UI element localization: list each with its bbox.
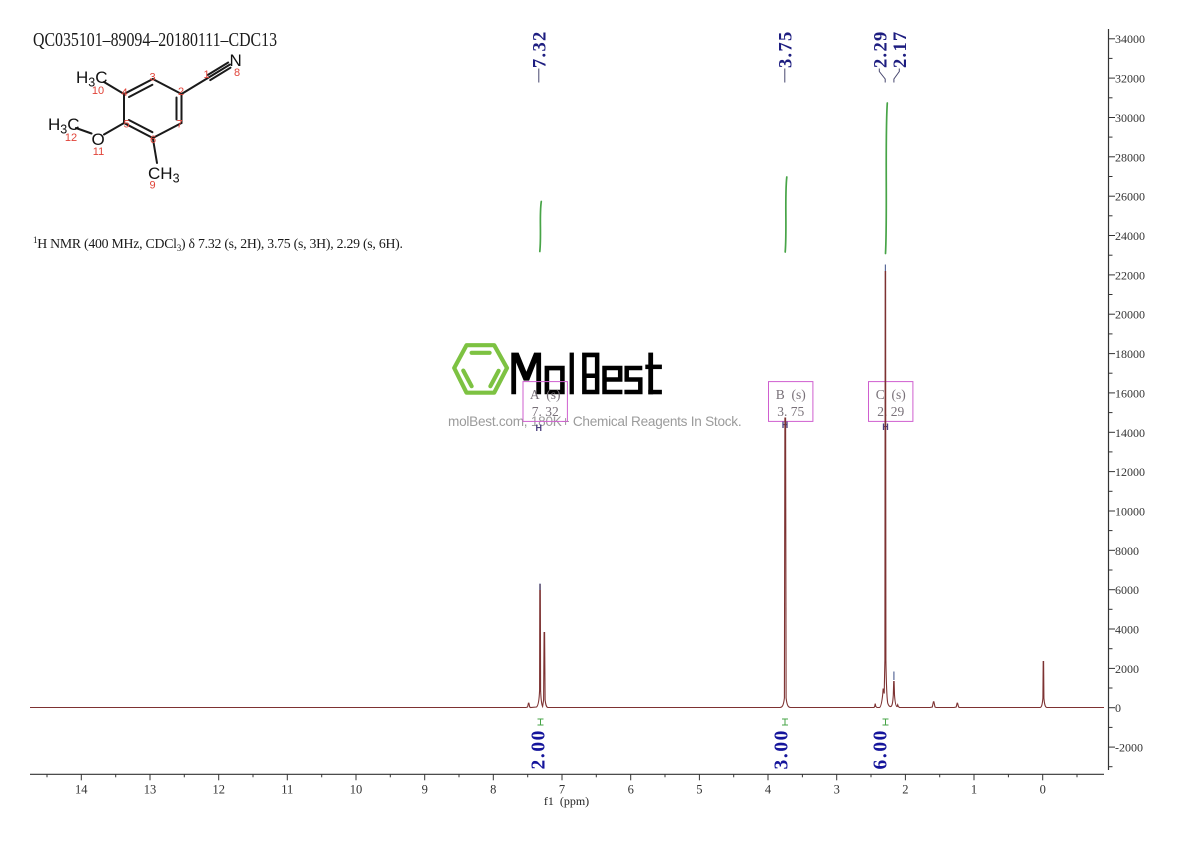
svg-text:1: 1	[203, 69, 209, 81]
svg-text:16000: 16000	[1115, 386, 1145, 400]
svg-text:6.00: 6.00	[871, 729, 892, 770]
svg-text:C (s): C (s)	[876, 387, 906, 402]
svg-text:B (s): B (s)	[776, 387, 806, 402]
svg-text:7: 7	[176, 119, 182, 131]
svg-text:8: 8	[490, 783, 496, 797]
svg-text:N: N	[230, 51, 242, 70]
svg-text:6: 6	[150, 134, 156, 146]
svg-text:13: 13	[144, 783, 157, 797]
svg-text:9: 9	[149, 180, 155, 192]
svg-text:20000: 20000	[1115, 308, 1145, 322]
svg-text:CH3: CH3	[148, 164, 180, 186]
svg-text:7. 32: 7. 32	[532, 404, 559, 419]
svg-text:6000: 6000	[1115, 583, 1139, 597]
svg-text:3: 3	[834, 783, 840, 797]
svg-text:30000: 30000	[1115, 111, 1145, 125]
svg-text:3. 75: 3. 75	[777, 404, 804, 419]
svg-text:6: 6	[628, 783, 634, 797]
svg-text:22000: 22000	[1115, 268, 1145, 282]
svg-text:f1 (ppm): f1 (ppm)	[544, 794, 589, 808]
svg-text:12: 12	[212, 783, 225, 797]
svg-text:5: 5	[123, 119, 129, 131]
svg-text:2: 2	[178, 86, 184, 98]
svg-text:-2000: -2000	[1115, 741, 1143, 755]
svg-text:3.00: 3.00	[772, 729, 793, 770]
svg-text:H3C: H3C	[48, 115, 80, 137]
svg-text:1: 1	[971, 783, 977, 797]
svg-text:18000: 18000	[1115, 347, 1145, 361]
svg-text:12: 12	[65, 132, 77, 144]
svg-text:8: 8	[234, 67, 240, 79]
svg-text:2.29: 2.29	[872, 30, 892, 68]
svg-text:28000: 28000	[1115, 150, 1145, 164]
svg-text:2.17: 2.17	[891, 30, 911, 68]
svg-text:0: 0	[1040, 783, 1046, 797]
svg-text:26000: 26000	[1115, 190, 1145, 204]
svg-text:2000: 2000	[1115, 662, 1139, 676]
svg-text:8000: 8000	[1115, 544, 1139, 558]
svg-text:2: 2	[902, 783, 908, 797]
svg-text:34000: 34000	[1115, 32, 1145, 46]
svg-text:7.32: 7.32	[531, 30, 551, 68]
svg-text:11: 11	[281, 783, 293, 797]
svg-text:32000: 32000	[1115, 72, 1145, 86]
svg-text:10: 10	[350, 783, 363, 797]
svg-text:A (s): A (s)	[530, 387, 561, 402]
svg-text:4000: 4000	[1115, 623, 1139, 637]
svg-text:2.00: 2.00	[529, 729, 550, 770]
svg-text:11: 11	[93, 146, 104, 158]
svg-text:QC035101–89094–20180111–CDC13: QC035101–89094–20180111–CDC13	[33, 29, 277, 51]
svg-text:0: 0	[1115, 701, 1121, 715]
svg-text:H3C: H3C	[76, 68, 108, 90]
svg-text:14000: 14000	[1115, 426, 1145, 440]
svg-text:4: 4	[765, 783, 772, 797]
svg-text:3: 3	[149, 72, 155, 84]
svg-text:molBest.com, 180K+ Chemical Re: molBest.com, 180K+ Chemical Reagents In …	[448, 414, 741, 429]
svg-text:O: O	[92, 130, 105, 149]
svg-text:H: H	[535, 423, 542, 433]
svg-text:24000: 24000	[1115, 229, 1145, 243]
svg-text:3.75: 3.75	[777, 30, 797, 68]
svg-text:4: 4	[121, 87, 127, 99]
svg-text:1H NMR (400 MHz, CDCl3) δ 7.32: 1H NMR (400 MHz, CDCl3) δ 7.32 (s, 2H), …	[33, 235, 403, 253]
svg-text:9: 9	[422, 783, 428, 797]
svg-text:5: 5	[696, 783, 702, 797]
svg-text:14: 14	[75, 783, 88, 797]
svg-text:12000: 12000	[1115, 465, 1145, 479]
svg-text:7: 7	[559, 783, 565, 797]
svg-text:2. 29: 2. 29	[877, 404, 904, 419]
svg-text:10: 10	[92, 85, 104, 97]
svg-text:10000: 10000	[1115, 505, 1145, 519]
